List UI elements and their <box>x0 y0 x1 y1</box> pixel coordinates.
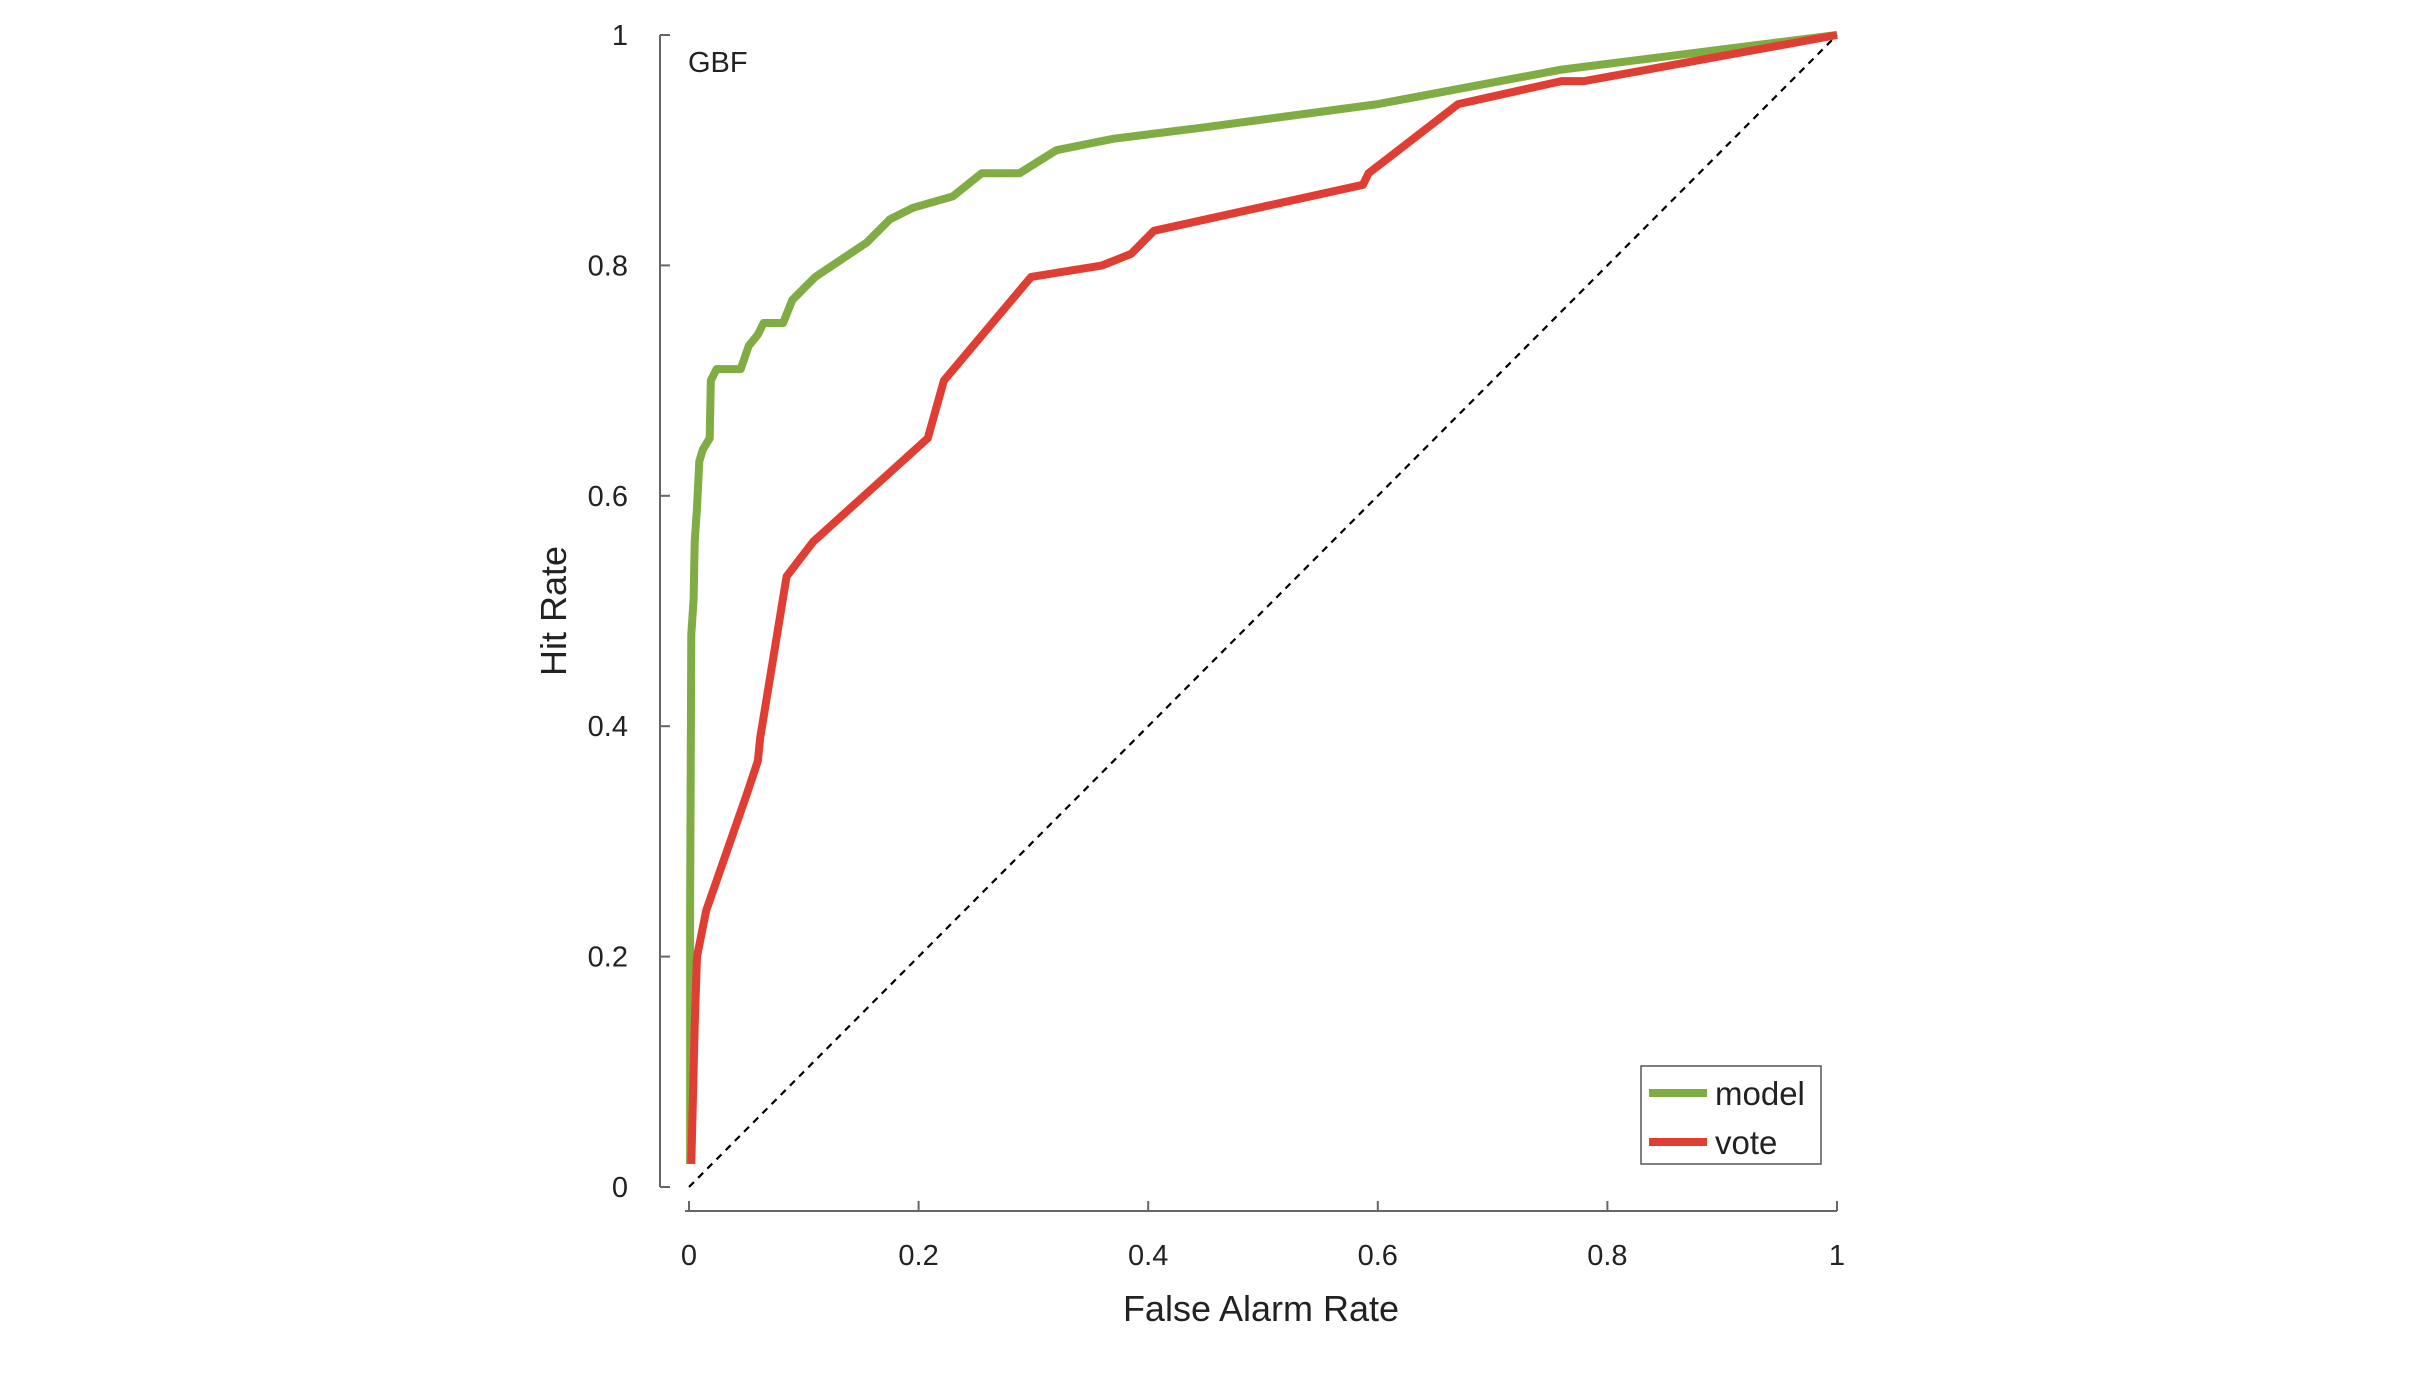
y-tick-label: 0.2 <box>588 942 628 974</box>
y-tick-label: 1 <box>612 20 628 52</box>
legend: model vote <box>1640 1065 1822 1165</box>
x-axis-title: False Alarm Rate <box>1123 1288 1399 1329</box>
y-tick-label: 0 <box>612 1172 628 1204</box>
legend-label-vote: vote <box>1715 1124 1777 1161</box>
y-axis-title: Hit Rate <box>533 546 574 676</box>
series-line-vote <box>687 31 1838 1165</box>
series-layer <box>686 31 1838 1165</box>
chance-diagonal-line <box>688 34 1838 1188</box>
legend-box <box>1640 1065 1822 1165</box>
panel-label: GBF <box>688 47 748 79</box>
x-tick-label: 0.2 <box>898 1240 938 1272</box>
y-tick-label: 0.6 <box>588 481 628 513</box>
x-ticks: 0 0.2 0.4 0.6 0.8 1 <box>681 1201 1845 1272</box>
y-ticks: 0 0.2 0.4 0.6 0.8 1 <box>588 20 670 1204</box>
series-line-model <box>686 31 1838 1164</box>
legend-label-model: model <box>1715 1075 1805 1112</box>
y-tick-label: 0.4 <box>588 711 628 743</box>
x-tick-label: 0.8 <box>1587 1240 1627 1272</box>
x-tick-label: 0.6 <box>1358 1240 1398 1272</box>
x-tick-label: 0 <box>681 1240 697 1272</box>
x-tick-label: 0.4 <box>1128 1240 1168 1272</box>
x-tick-label: 1 <box>1829 1240 1845 1272</box>
y-tick-label: 0.8 <box>588 250 628 282</box>
